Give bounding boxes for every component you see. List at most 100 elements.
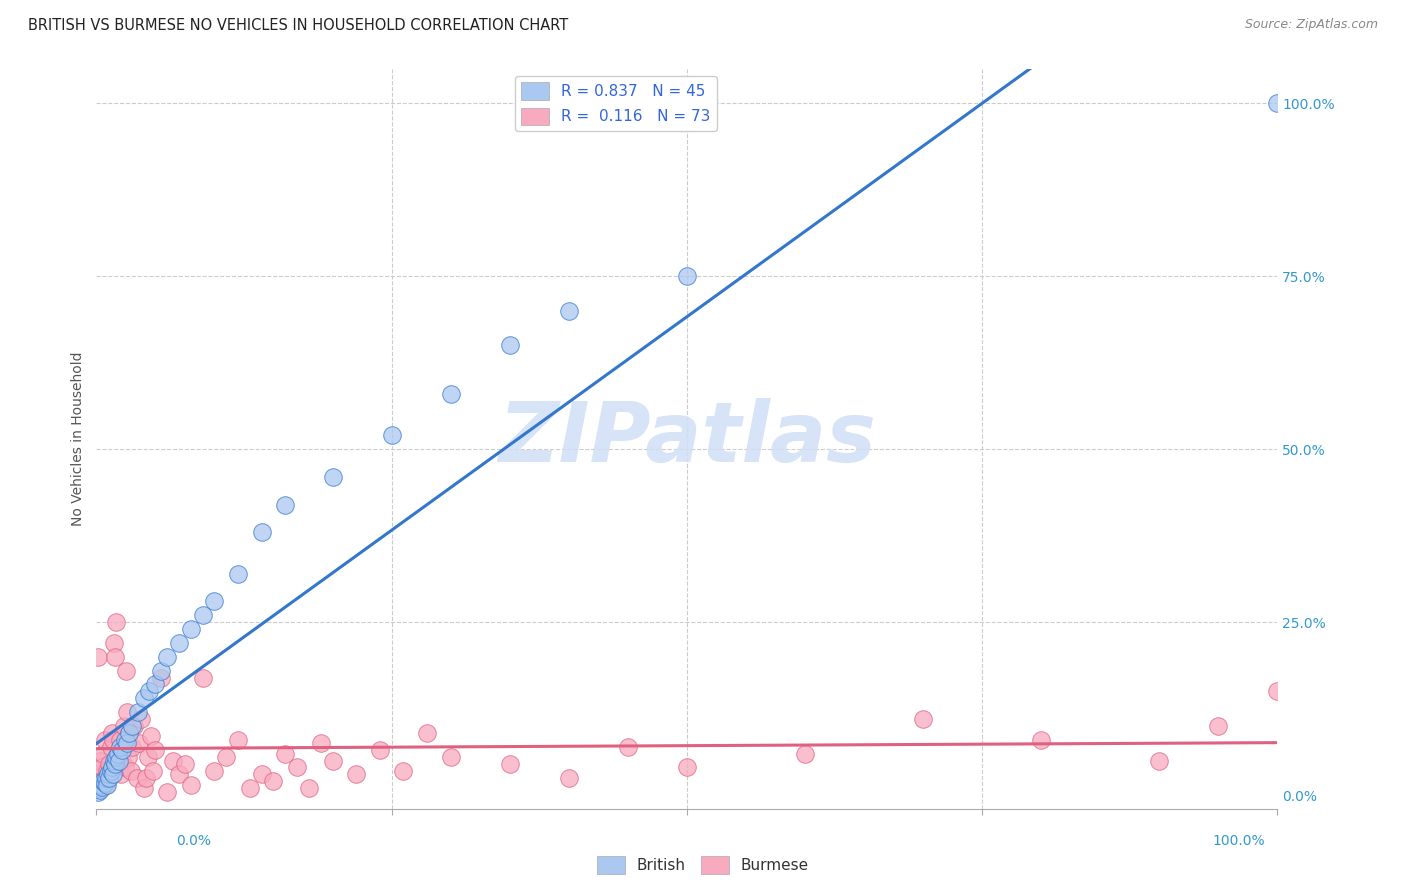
Point [122, 719, 145, 733]
Point [675, 269, 697, 284]
Point [89, 754, 111, 768]
Point [145, 743, 167, 757]
Point [120, 764, 142, 778]
Point [132, 691, 155, 706]
Point [107, 754, 129, 768]
Point [250, 767, 273, 781]
Point [498, 757, 520, 772]
Point [132, 781, 155, 796]
Point [1265, 96, 1288, 111]
Point [322, 470, 344, 484]
Point [107, 747, 129, 761]
Point [103, 754, 125, 768]
Point [226, 732, 249, 747]
Point [97, 767, 120, 781]
Point [108, 739, 131, 754]
Point [100, 739, 122, 754]
Point [117, 750, 139, 764]
Point [115, 664, 138, 678]
Point [118, 726, 141, 740]
Text: 100.0%: 100.0% [1213, 834, 1265, 848]
Point [115, 705, 138, 719]
Point [911, 712, 934, 726]
Point [128, 736, 150, 750]
Point [87, 767, 110, 781]
Point [108, 732, 131, 747]
Point [111, 743, 134, 757]
Point [138, 684, 160, 698]
Point [156, 785, 179, 799]
Point [98, 771, 121, 785]
Point [87, 781, 110, 796]
Point [344, 767, 367, 781]
Point [139, 729, 162, 743]
Point [204, 594, 226, 608]
Point [263, 774, 285, 789]
Point [162, 754, 184, 768]
Point [150, 671, 173, 685]
Point [274, 498, 297, 512]
Point [557, 303, 579, 318]
Point [96, 764, 118, 778]
Point [96, 778, 118, 792]
Point [101, 732, 124, 747]
Point [125, 771, 148, 785]
Point [498, 338, 520, 352]
Point [110, 767, 132, 781]
Point [174, 757, 197, 772]
Point [121, 739, 143, 754]
Point [103, 636, 125, 650]
Point [204, 764, 226, 778]
Point [104, 649, 127, 664]
Legend: British, Burmese: British, Burmese [591, 850, 815, 880]
Point [114, 760, 136, 774]
Point [115, 736, 138, 750]
Text: ZIPatlas: ZIPatlas [498, 398, 876, 479]
Point [93, 774, 115, 789]
Point [118, 726, 141, 740]
Point [93, 732, 115, 747]
Point [557, 771, 579, 785]
Point [105, 750, 128, 764]
Point [191, 608, 214, 623]
Point [97, 771, 120, 785]
Point [274, 747, 297, 761]
Point [180, 778, 202, 792]
Point [1265, 684, 1288, 698]
Point [167, 767, 190, 781]
Point [94, 771, 117, 785]
Point [239, 781, 262, 796]
Point [180, 622, 202, 636]
Point [107, 747, 129, 761]
Point [675, 760, 697, 774]
Point [392, 764, 415, 778]
Point [89, 782, 111, 797]
Point [107, 760, 129, 774]
Point [90, 774, 112, 789]
Point [127, 705, 149, 719]
Point [440, 750, 463, 764]
Point [100, 760, 122, 774]
Point [114, 732, 136, 747]
Point [1029, 732, 1052, 747]
Point [105, 615, 128, 629]
Point [91, 780, 114, 794]
Point [298, 781, 321, 796]
Point [142, 764, 165, 778]
Point [93, 775, 115, 789]
Point [145, 677, 167, 691]
Point [250, 525, 273, 540]
Point [86, 649, 108, 664]
Point [1206, 719, 1229, 733]
Point [156, 649, 179, 664]
Point [440, 386, 463, 401]
Point [112, 719, 135, 733]
Point [285, 760, 308, 774]
Point [368, 743, 391, 757]
Point [150, 664, 173, 678]
Point [111, 754, 134, 768]
Point [98, 757, 121, 772]
Point [309, 736, 332, 750]
Point [215, 750, 238, 764]
Point [136, 750, 159, 764]
